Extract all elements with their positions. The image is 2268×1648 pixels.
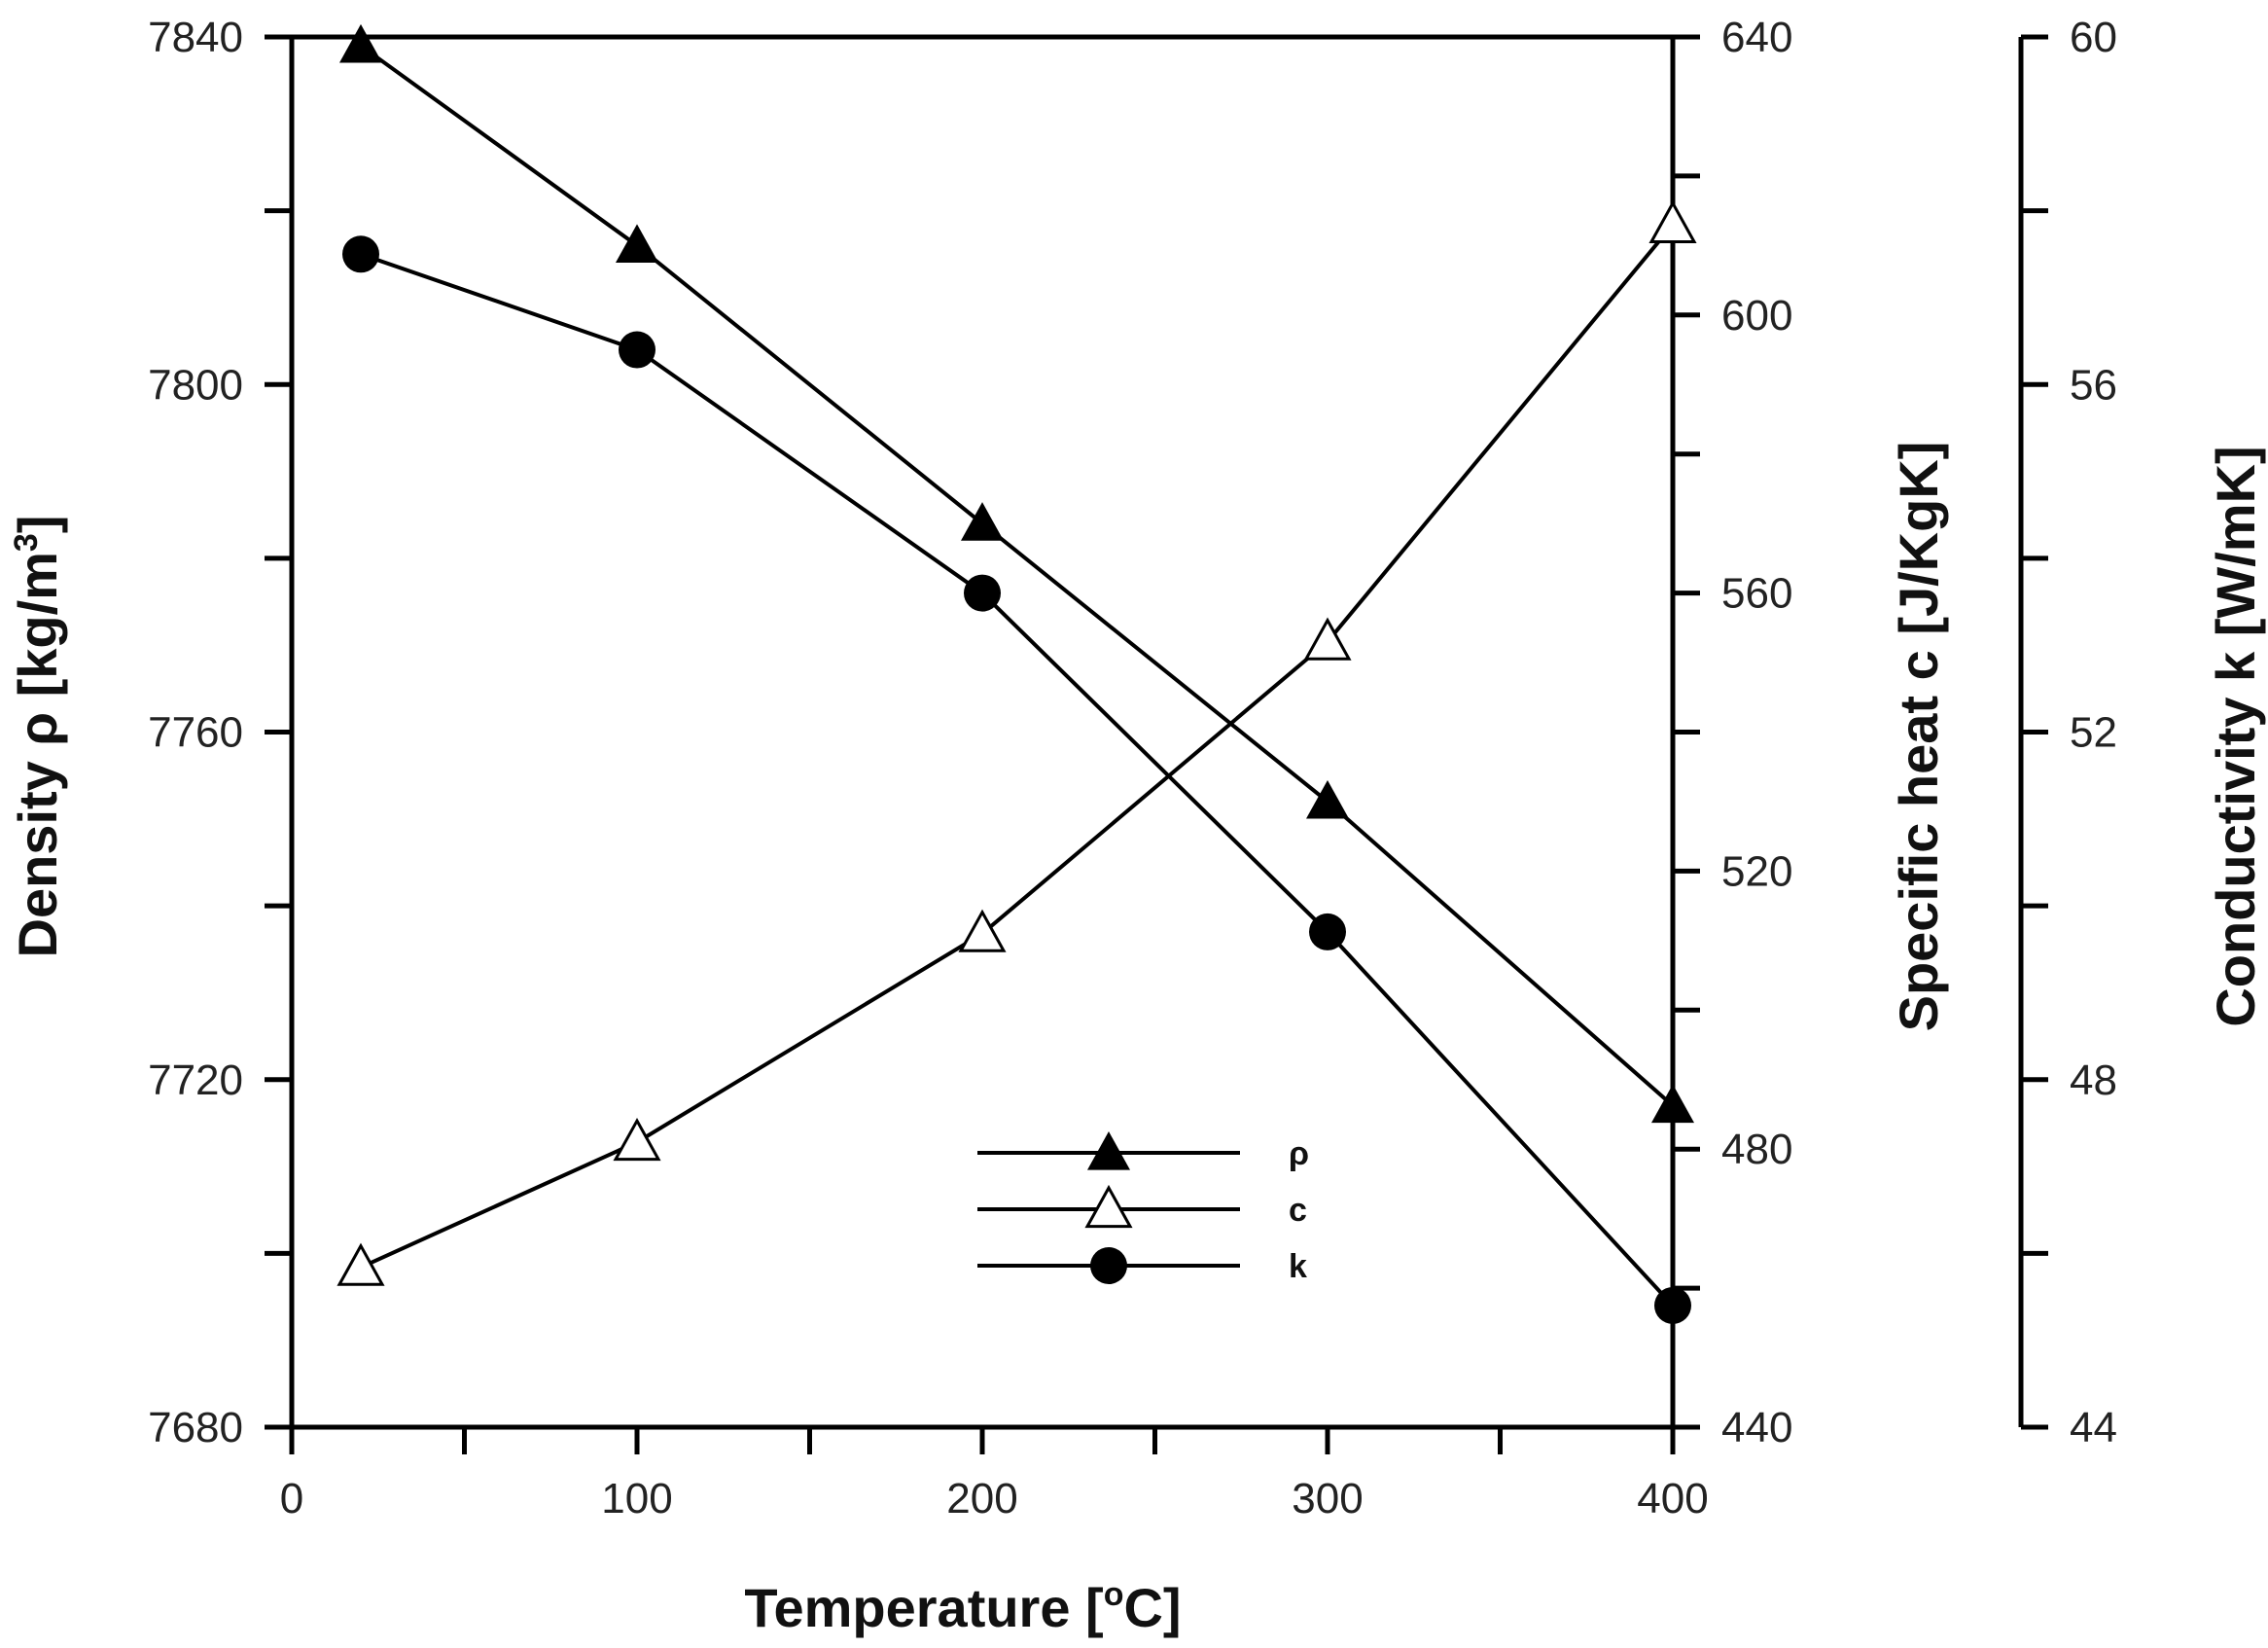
data-point-specific_heat — [1303, 617, 1352, 661]
legend-marker — [1084, 1184, 1133, 1229]
density-tick-label: 7760 — [148, 709, 243, 757]
series-line-density — [359, 44, 1675, 1108]
specific-heat-axis-title: Specific heat c [J/KgK] — [1888, 442, 1949, 1032]
x-tick-label: 400 — [1637, 1475, 1708, 1523]
data-point-specific_heat — [958, 909, 1007, 952]
legend-label: ρ — [1289, 1135, 1309, 1172]
specific-heat-tick-label: 640 — [1721, 14, 1792, 61]
data-point-conductivity — [619, 331, 656, 369]
x-tick-label: 0 — [280, 1475, 303, 1523]
data-point-conductivity — [964, 574, 1001, 612]
x-axis-title: Temperature [oC] — [744, 1576, 1181, 1638]
x-tick-label: 200 — [946, 1475, 1017, 1523]
legend-label: k — [1289, 1248, 1307, 1285]
axis-ticks: 0 100 200 300 400 7680 7720 7760 7800 7840 440 480 5… — [148, 14, 2117, 1523]
density-tick-label: 7800 — [148, 361, 243, 409]
series-markers — [337, 23, 1697, 1324]
conductivity-axis-title: Conductivity k [W/mK] — [2205, 446, 2266, 1026]
series-line-specific_heat — [360, 223, 1675, 1270]
data-point-density — [961, 502, 1004, 541]
conductivity-tick-label: 60 — [2070, 14, 2117, 61]
data-point-density — [339, 23, 382, 63]
specific-heat-tick-label: 520 — [1721, 847, 1792, 895]
data-point-density — [1651, 1084, 1694, 1124]
legend: ρck — [977, 1131, 1309, 1285]
x-tick-label: 100 — [601, 1475, 672, 1523]
density-tick-label: 7680 — [148, 1404, 243, 1451]
data-point-specific_heat — [613, 1117, 661, 1162]
conductivity-tick-label: 56 — [2070, 361, 2117, 409]
legend-marker — [1087, 1131, 1130, 1170]
conductivity-tick-label: 44 — [2070, 1404, 2117, 1451]
specific-heat-tick-label: 440 — [1721, 1404, 1792, 1451]
data-point-density — [616, 224, 658, 263]
conductivity-tick-label: 48 — [2070, 1057, 2117, 1104]
series-line-conductivity — [360, 252, 1675, 1308]
data-point-conductivity — [1654, 1286, 1691, 1324]
conductivity-tick-label: 52 — [2070, 709, 2117, 757]
specific-heat-tick-label: 480 — [1721, 1126, 1792, 1173]
legend-label: c — [1289, 1192, 1307, 1229]
specific-heat-tick-label: 560 — [1721, 570, 1792, 618]
legend-marker — [1090, 1247, 1127, 1284]
density-axis-title: Density ρ [kg/m3] — [7, 516, 68, 958]
density-tick-label: 7840 — [148, 14, 243, 61]
x-tick-label: 300 — [1292, 1475, 1363, 1523]
density-tick-label: 7720 — [148, 1057, 243, 1104]
specific-heat-tick-label: 600 — [1721, 292, 1792, 340]
data-point-density — [1306, 779, 1349, 819]
series-lines — [359, 44, 1675, 1308]
data-point-specific_heat — [1648, 199, 1697, 244]
data-point-conductivity — [1309, 913, 1346, 950]
plot-frame — [289, 34, 2024, 1430]
data-point-conductivity — [342, 235, 379, 273]
data-point-specific_heat — [337, 1242, 385, 1286]
